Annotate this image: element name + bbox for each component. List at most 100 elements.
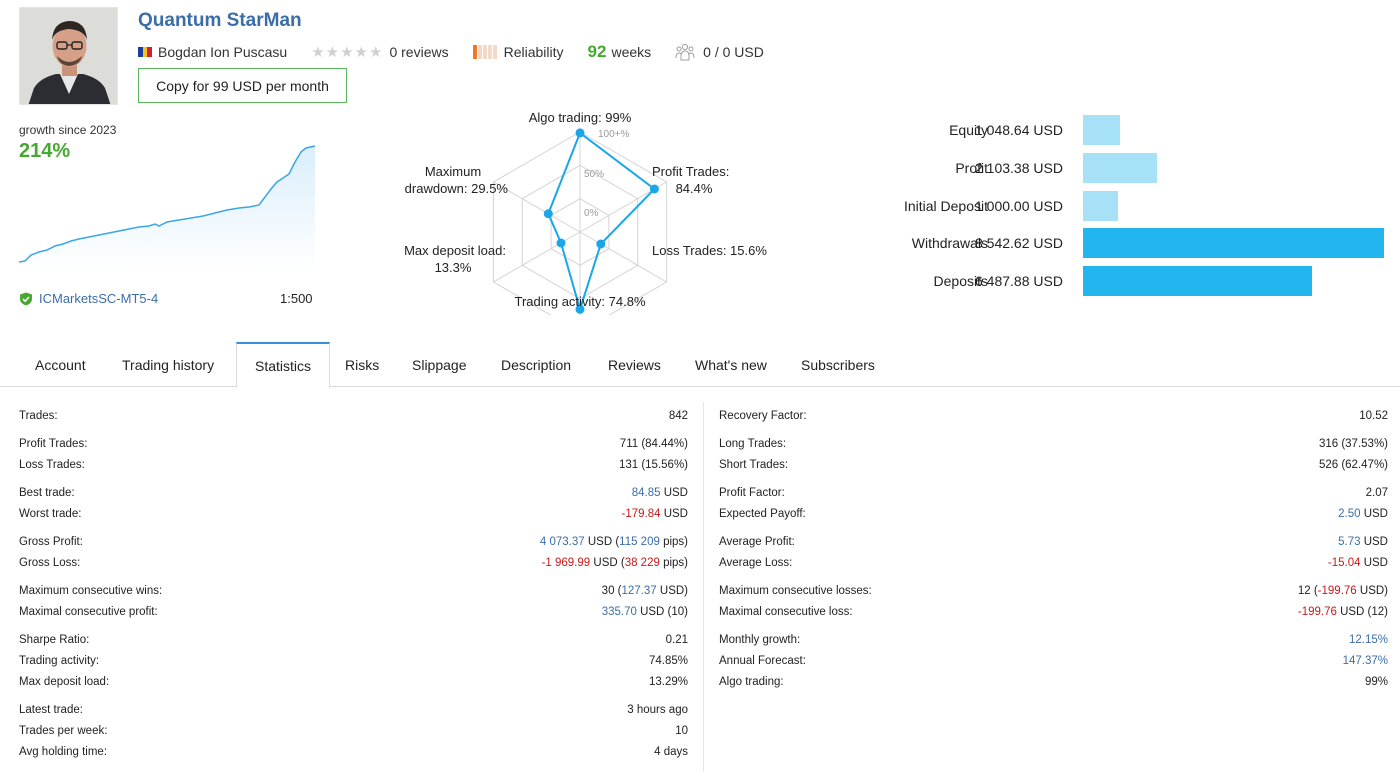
radar-label-load-1: Max deposit load: [404,243,506,258]
stat-label: Profit Trades: [19,437,88,450]
radar-point [596,239,606,249]
radar-polygon [547,131,656,313]
growth-chart[interactable] [19,140,319,270]
provider-info-row: Bogdan Ion Puscasu ★★★★★ 0 reviews Relia… [138,42,764,61]
stat-label: Maximum consecutive wins: [19,584,163,597]
copy-subscribe-button[interactable]: Copy for 99 USD per month [138,68,347,103]
stat-label: Average Loss: [719,556,793,569]
tab-risks[interactable]: Risks [345,356,380,373]
tab-account[interactable]: Account [35,356,86,373]
initial-deposit-bar[interactable] [1083,191,1118,221]
profit-label: Profit [955,160,988,176]
radar-label-profit-1: Profit Trades: [652,164,729,179]
radar-axis [493,181,581,233]
deposits-label: Deposits [933,273,988,289]
stat-value: -15.04 USD [1327,556,1388,569]
stat-value: 10 [675,724,688,737]
profit-value: 2 103.38 USD [975,160,1063,176]
leverage: 1:500 [280,291,313,306]
radar-label-profit-2: 84.4% [676,181,713,196]
tab-reviews[interactable]: Reviews [608,356,661,373]
stat-value: 10.52 [1359,409,1388,422]
tab-whats-new[interactable]: What's new [695,356,767,373]
stat-label: Trades: [19,409,58,422]
stat-value: 711 (84.44%) [619,437,688,450]
stat-row: Gross Profit: 4 073.37 USD (115 209 pips) [19,531,688,552]
weeks-label: weeks [611,44,652,60]
radar-tick-100: 100+% [598,129,630,140]
stat-row: Profit Trades: 711 (84.44%) [19,433,688,454]
stat-row: Maximal consecutive profit: 335.70 USD (1… [19,601,688,622]
withdrawals-label: Withdrawals [911,235,988,251]
stats-divider [703,402,704,772]
radar-label-load-2: 13.3% [435,260,472,275]
withdrawals-bar[interactable] [1083,228,1384,258]
stat-row: Annual Forecast: 147.37% [719,650,1388,671]
deposits-value: 6 487.88 USD [975,273,1063,289]
tab-statistics[interactable]: Statistics [236,342,331,388]
deposits-row: Deposits 6 487.88 USD [840,266,1400,296]
stat-label: Best trade: [19,486,75,499]
page-title[interactable]: Quantum StarMan [138,10,302,31]
author-name[interactable]: Bogdan Ion Puscasu [158,44,288,60]
stat-value: -199.76 USD (12) [1297,605,1388,618]
stat-value: 3 hours ago [627,703,688,716]
stat-label: Profit Factor: [719,486,785,499]
stat-row: Loss Trades: 131 (15.56%) [19,454,688,475]
stat-label: Avg holding time: [19,745,108,758]
stat-label: Expected Payoff: [719,507,806,520]
growth-value: 214% [19,140,71,162]
stat-value: 147.37% [1342,654,1388,667]
stat-value: 2.07 [1365,486,1388,499]
stat-value: 12.15% [1348,633,1388,646]
stat-value: 316 (37.53%) [1318,437,1388,450]
stat-value: 4 days [654,745,688,758]
stat-label: Trades per week: [19,724,108,737]
stat-row: Trades: 842 [19,405,688,426]
stat-value: 2.50 USD [1338,507,1388,520]
deposits-bar[interactable] [1083,266,1312,296]
growth-area [19,146,315,270]
avatar[interactable] [19,7,118,105]
radar-chart: 100+% 50% 0% Algo trading: 99% Profit Tr… [404,110,767,315]
radar-grid [492,131,668,315]
radar-axis [493,231,581,283]
stat-row: Maximum consecutive losses: 12 (-199.76 U… [719,580,1388,601]
reviews-count[interactable]: 0 reviews [389,44,449,60]
equity-bar[interactable] [1083,115,1120,145]
profit-bar[interactable] [1083,153,1157,183]
radar-tick-0: 0% [584,208,599,219]
tab-description[interactable]: Description [501,356,572,373]
radar-label-algo: Algo trading: 99% [529,110,632,125]
radar-point [575,304,585,314]
stat-value: 13.29% [648,675,688,688]
growth-label: growth since 2023 [19,123,117,137]
stat-row: Trading activity: 74.85% [19,650,688,671]
stat-value: -1 969.99 USD (38 229 pips) [541,556,688,569]
radar-tick-50: 50% [584,169,604,180]
stat-row: Sharpe Ratio: 0.21 [19,629,688,650]
initial-deposit-value: 1 000.00 USD [975,198,1063,214]
stat-label: Monthly growth: [719,633,801,646]
tab-slippage[interactable]: Slippage [412,356,467,373]
stat-label: Loss Trades: [19,458,85,471]
broker-server[interactable]: ICMarketsSC-MT5-4 [19,291,158,306]
stat-label: Maximal consecutive loss: [719,605,853,618]
stat-label: Long Trades: [719,437,787,450]
broker-server-name: ICMarketsSC-MT5-4 [39,291,159,306]
stat-label: Recovery Factor: [719,409,807,422]
stat-row: Algo trading: 99% [719,671,1388,692]
equity-label: Equity [949,122,988,138]
stat-value: 30 (127.37 USD) [601,584,688,597]
radar-label-dd-2: drawdown: 29.5% [405,181,509,196]
stat-row: Short Trades: 526 (62.47%) [719,454,1388,475]
radar-label-activity: Trading activity: 74.8% [514,294,645,309]
tab-trading-history[interactable]: Trading history [122,356,215,373]
stat-value: 842 [668,409,688,422]
stat-row: Monthly growth: 12.15% [719,629,1388,650]
stat-value: 131 (15.56%) [618,458,688,471]
stat-value: 4 073.37 USD (115 209 pips) [539,535,688,548]
tab-subscribers[interactable]: Subscribers [801,356,875,373]
stat-label: Short Trades: [719,458,789,471]
stat-value: 526 (62.47%) [1318,458,1388,471]
